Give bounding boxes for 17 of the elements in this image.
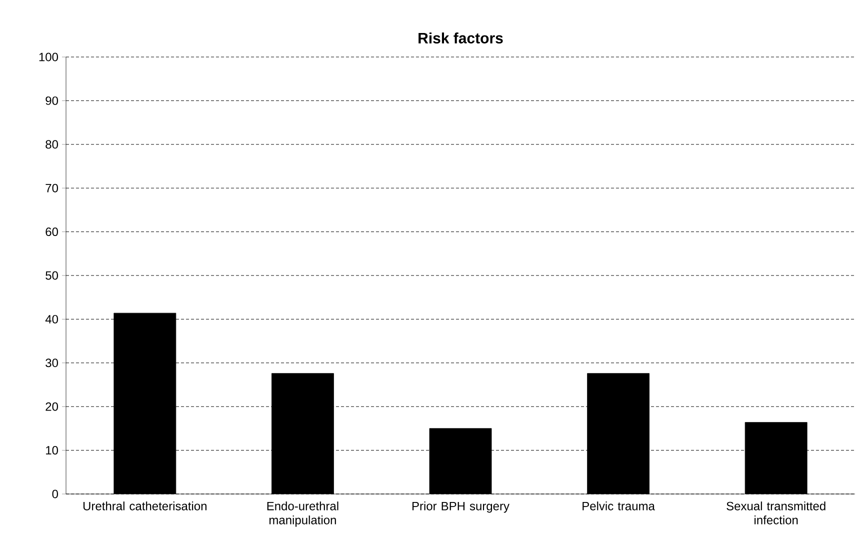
chart-title: Risk factors — [418, 32, 503, 44]
y-tick-label: 30 — [46, 358, 58, 368]
y-tick-label: 10 — [46, 446, 58, 455]
x-tick-label: Pelvic trauma — [582, 502, 655, 510]
y-tick-label: 80 — [46, 140, 58, 149]
x-tick-label: Prior BPH surgery — [412, 502, 510, 513]
x-tick-label: Endo-urethral manipulation — [267, 502, 338, 527]
y-tick-label: 70 — [46, 184, 58, 192]
x-tick-label: Sexual transmitted infection — [726, 502, 826, 524]
y-tick-label: 100 — [39, 52, 58, 62]
y-tick-label: 40 — [45, 314, 58, 324]
y-tick-label: 60 — [46, 228, 58, 236]
y-tick-label: 90 — [46, 96, 58, 105]
y-tick-label: 20 — [46, 402, 58, 411]
y-tick-label: 50 — [46, 271, 58, 280]
y-tick-label: 0 — [52, 490, 58, 498]
x-tick-label: Urethral catheterisation — [83, 502, 206, 510]
